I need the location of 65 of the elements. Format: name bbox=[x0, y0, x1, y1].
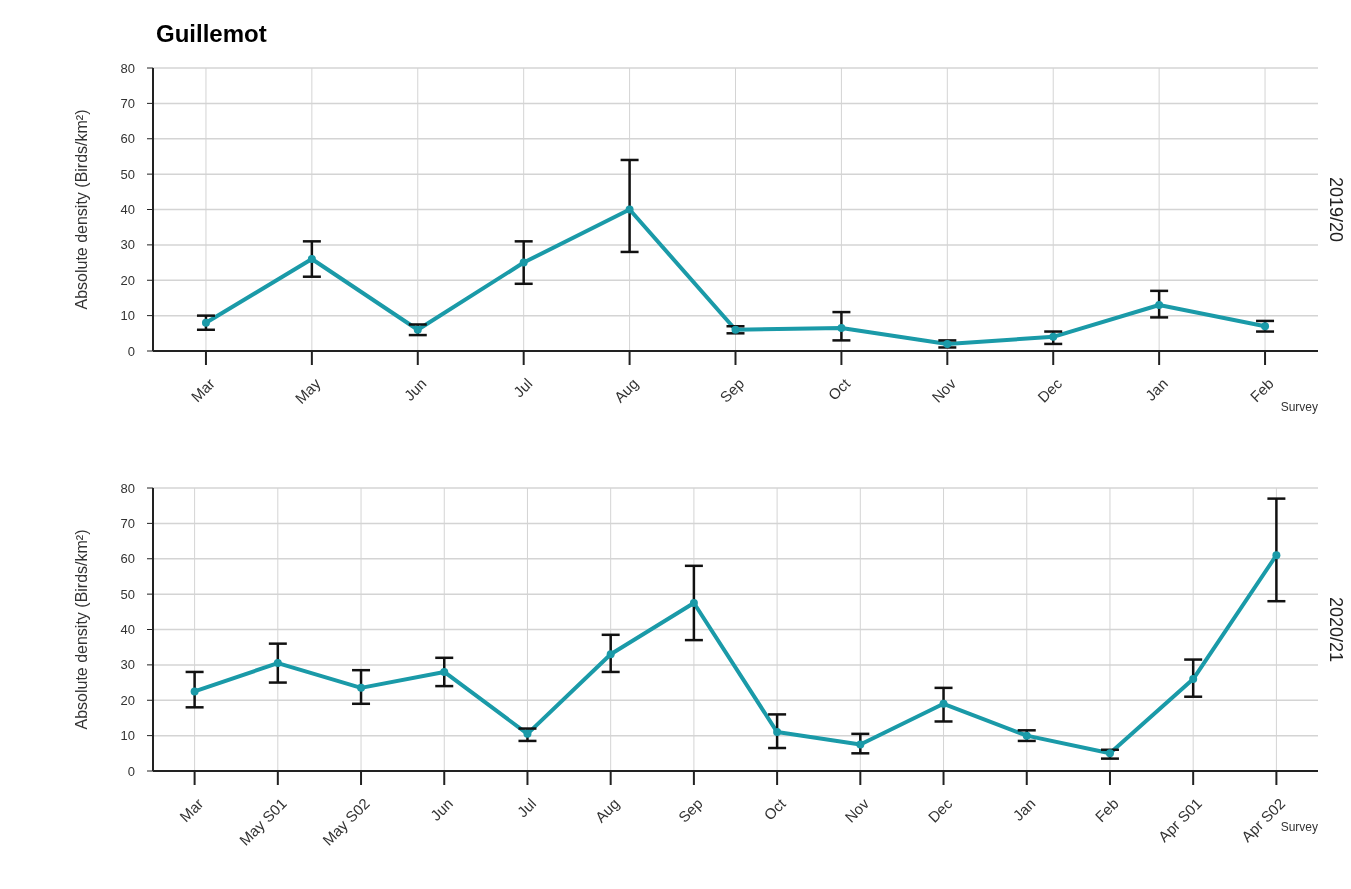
x-tick-label: Jul bbox=[513, 794, 540, 821]
x-tick-label: May bbox=[291, 374, 325, 407]
y-tick-label: 10 bbox=[120, 728, 135, 744]
x-tick-label: Sep bbox=[674, 794, 706, 826]
x-tick-label: May S02 bbox=[318, 794, 373, 849]
y-tick-label: 20 bbox=[120, 692, 135, 708]
y-tick-label: 30 bbox=[120, 657, 135, 673]
x-tick-label: Feb bbox=[1246, 374, 1277, 406]
point bbox=[357, 683, 366, 692]
chart-title: Guillemot bbox=[156, 20, 267, 47]
x-tick-label: Dec bbox=[1034, 374, 1066, 406]
text: 2020/21 bbox=[1325, 596, 1346, 663]
point bbox=[1189, 675, 1198, 684]
x-tick-label: Feb bbox=[1091, 794, 1122, 826]
point bbox=[307, 255, 316, 264]
y-tick-label: 20 bbox=[120, 272, 135, 288]
x-tick-label: Dec bbox=[924, 794, 956, 826]
y-tick-label: 10 bbox=[120, 308, 135, 324]
y-tick-label: 70 bbox=[120, 95, 135, 111]
y-tick-label: 60 bbox=[120, 551, 135, 567]
y-tick-label: 40 bbox=[120, 622, 135, 638]
y-tick-label: 30 bbox=[120, 237, 135, 253]
x-tick-label: May S01 bbox=[235, 794, 290, 849]
point bbox=[837, 324, 846, 333]
y-axis-title: Absolute density (Birds/km²) bbox=[72, 109, 90, 310]
x-tick-label: Mar bbox=[176, 794, 207, 826]
x-tick-label: Aug bbox=[610, 374, 642, 406]
y-tick-label: 0 bbox=[127, 763, 135, 779]
x-tick-label: Oct bbox=[824, 374, 854, 404]
x-tick-label: Mar bbox=[187, 374, 218, 406]
x-tick-label: Oct bbox=[760, 794, 790, 824]
point bbox=[689, 598, 698, 607]
point bbox=[773, 728, 782, 737]
x-axis-title: Survey bbox=[1280, 820, 1318, 834]
x-tick-label: Jan bbox=[1009, 794, 1039, 824]
x-tick-label: Nov bbox=[841, 794, 873, 826]
y-tick-label: 60 bbox=[120, 131, 135, 147]
point bbox=[273, 659, 282, 668]
x-axis-title: Survey bbox=[1280, 400, 1318, 414]
y-tick-label: 40 bbox=[120, 202, 135, 218]
point bbox=[606, 650, 615, 659]
point bbox=[1272, 551, 1281, 560]
x-tick-label: Jul bbox=[509, 374, 536, 401]
point bbox=[440, 667, 449, 676]
y-tick-label: 80 bbox=[120, 60, 135, 76]
point bbox=[856, 740, 865, 749]
x-tick-label: Jan bbox=[1141, 374, 1171, 404]
point bbox=[1155, 301, 1164, 310]
y-tick-label: 50 bbox=[120, 586, 135, 602]
point bbox=[625, 205, 634, 214]
x-tick-label: Apr S01 bbox=[1154, 794, 1206, 846]
point bbox=[939, 699, 948, 708]
x-tick-label: Nov bbox=[928, 374, 960, 406]
y-tick-label: 0 bbox=[127, 343, 135, 359]
text: 2019/20 bbox=[1325, 176, 1346, 243]
x-tick-label: Aug bbox=[591, 794, 623, 826]
y-tick-label: 70 bbox=[120, 515, 135, 531]
y-tick-label: 50 bbox=[120, 166, 135, 182]
x-tick-label: Jun bbox=[400, 374, 430, 404]
point bbox=[190, 687, 199, 696]
y-tick-label: 80 bbox=[120, 480, 135, 496]
point bbox=[519, 258, 528, 267]
x-tick-label: Jun bbox=[426, 794, 457, 824]
x-tick-label: Sep bbox=[716, 374, 748, 406]
y-axis-title: Absolute density (Birds/km²) bbox=[72, 529, 90, 730]
